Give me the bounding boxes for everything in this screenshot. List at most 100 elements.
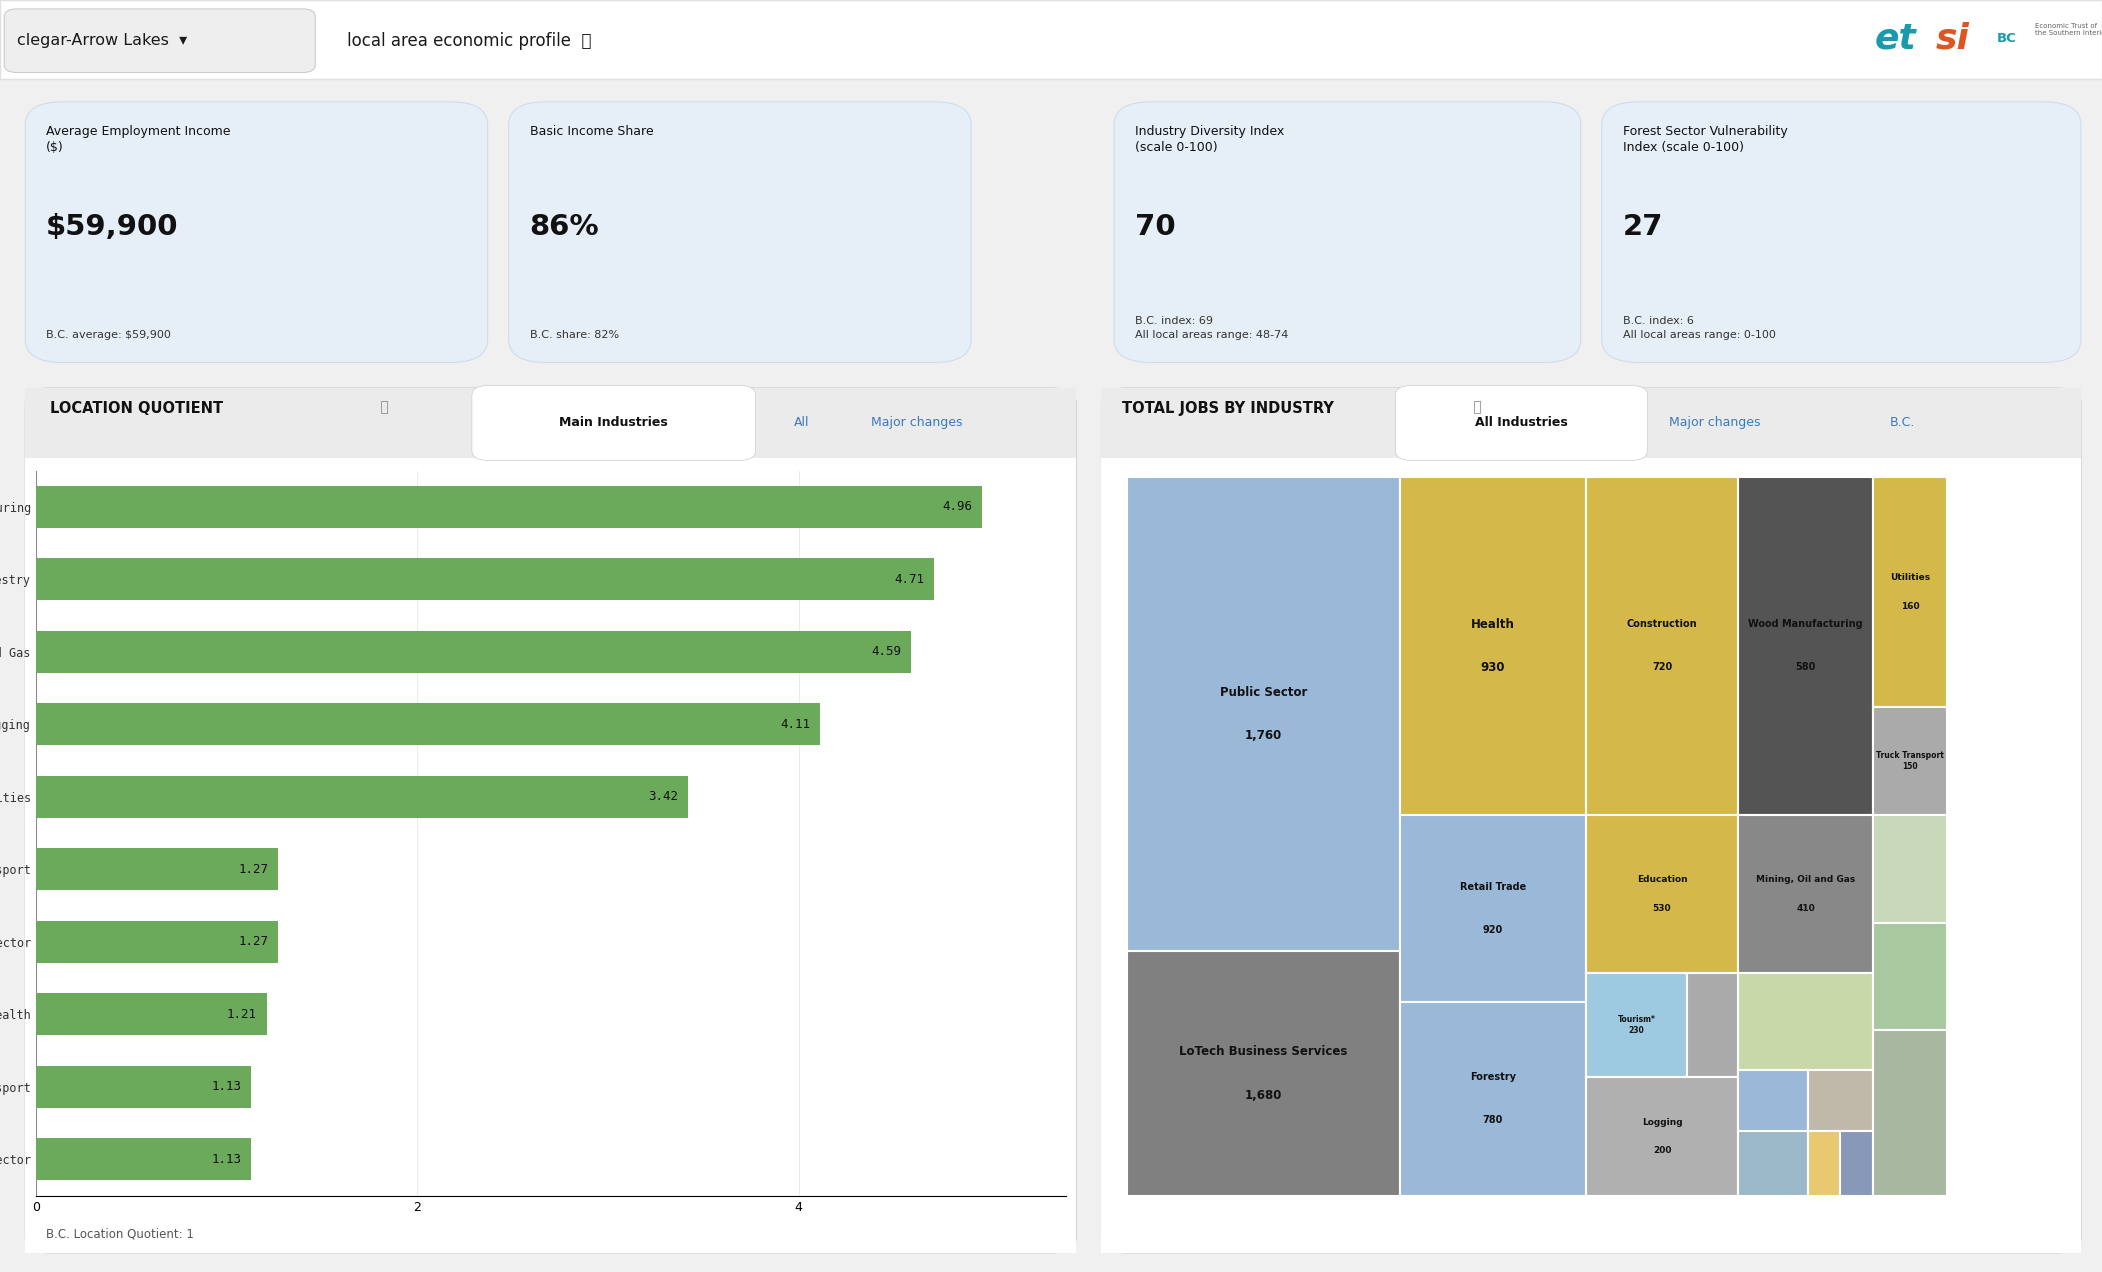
- FancyBboxPatch shape: [1738, 477, 1873, 815]
- Text: et: et: [1875, 22, 1917, 55]
- Text: Forest Sector Vulnerability
Index (scale 0-100): Forest Sector Vulnerability Index (scale…: [1623, 125, 1787, 154]
- Text: 410: 410: [1797, 903, 1814, 913]
- Text: 200: 200: [1652, 1146, 1671, 1155]
- FancyBboxPatch shape: [1808, 1070, 1873, 1131]
- Text: 1,680: 1,680: [1244, 1089, 1282, 1102]
- Text: B.C. index: 69
All local areas range: 48-74: B.C. index: 69 All local areas range: 48…: [1135, 317, 1289, 340]
- Text: 930: 930: [1480, 661, 1505, 674]
- FancyBboxPatch shape: [1400, 815, 1585, 1001]
- Text: 1.13: 1.13: [212, 1080, 242, 1094]
- FancyBboxPatch shape: [1738, 1131, 1808, 1196]
- Text: Public Sector: Public Sector: [1219, 686, 1307, 700]
- Text: ⓘ: ⓘ: [376, 401, 389, 415]
- Text: 1.27: 1.27: [238, 935, 269, 949]
- Text: 580: 580: [1795, 663, 1816, 673]
- FancyBboxPatch shape: [1114, 102, 1581, 363]
- FancyBboxPatch shape: [1400, 1001, 1585, 1196]
- Bar: [36, 1138, 252, 1180]
- FancyBboxPatch shape: [25, 102, 488, 363]
- Bar: [36, 921, 277, 963]
- Text: Utilities: Utilities: [1890, 574, 1930, 583]
- FancyBboxPatch shape: [0, 0, 2102, 79]
- Text: 3.42: 3.42: [650, 790, 679, 804]
- Text: Health: Health: [1471, 618, 1516, 631]
- FancyBboxPatch shape: [1127, 477, 1400, 951]
- Text: ⓘ: ⓘ: [1469, 401, 1482, 415]
- FancyBboxPatch shape: [25, 458, 1076, 1253]
- Text: Education: Education: [1637, 875, 1688, 884]
- Text: 4.96: 4.96: [942, 500, 973, 514]
- FancyBboxPatch shape: [1101, 388, 2081, 1253]
- FancyBboxPatch shape: [1585, 815, 1738, 973]
- Text: Major changes: Major changes: [1669, 416, 1759, 430]
- FancyBboxPatch shape: [1602, 102, 2081, 363]
- Text: All Industries: All Industries: [1476, 416, 1568, 430]
- Text: B.C. share: 82%: B.C. share: 82%: [530, 329, 618, 340]
- Text: 530: 530: [1652, 903, 1671, 913]
- Text: 70: 70: [1135, 212, 1175, 240]
- Bar: [36, 1066, 252, 1108]
- Text: $59,900: $59,900: [46, 212, 179, 240]
- Text: All: All: [795, 416, 809, 430]
- Text: Industry Diversity Index
(scale 0-100): Industry Diversity Index (scale 0-100): [1135, 125, 1284, 154]
- FancyBboxPatch shape: [1873, 477, 1946, 707]
- Text: Construction: Construction: [1627, 619, 1696, 630]
- FancyBboxPatch shape: [4, 9, 315, 73]
- Text: B.C. Location Quotient: 1: B.C. Location Quotient: 1: [46, 1227, 193, 1240]
- FancyBboxPatch shape: [1738, 973, 1873, 1070]
- Text: LoTech Business Services: LoTech Business Services: [1179, 1046, 1347, 1058]
- FancyBboxPatch shape: [1396, 385, 1648, 460]
- FancyBboxPatch shape: [25, 388, 1076, 458]
- Text: clegar-Arrow Lakes  ▾: clegar-Arrow Lakes ▾: [17, 33, 187, 48]
- Text: si: si: [1936, 22, 1970, 55]
- Text: B.C.: B.C.: [1890, 416, 1915, 430]
- Text: 780: 780: [1482, 1116, 1503, 1126]
- FancyBboxPatch shape: [1873, 1030, 1946, 1196]
- Bar: [36, 993, 267, 1035]
- FancyBboxPatch shape: [1400, 477, 1585, 815]
- Text: TOTAL JOBS BY INDUSTRY: TOTAL JOBS BY INDUSTRY: [1122, 401, 1335, 416]
- Text: Truck Transport
150: Truck Transport 150: [1875, 752, 1944, 771]
- FancyBboxPatch shape: [471, 385, 757, 460]
- Text: 4.59: 4.59: [872, 645, 902, 659]
- Text: Average Employment Income
($): Average Employment Income ($): [46, 125, 231, 154]
- Text: Forestry: Forestry: [1469, 1072, 1516, 1082]
- FancyBboxPatch shape: [1127, 951, 1400, 1196]
- Text: LOCATION QUOTIENT: LOCATION QUOTIENT: [50, 401, 223, 416]
- Text: 1.21: 1.21: [227, 1007, 256, 1021]
- Text: Wood Manufacturing: Wood Manufacturing: [1749, 619, 1862, 630]
- FancyBboxPatch shape: [1101, 458, 2081, 1253]
- FancyBboxPatch shape: [1688, 973, 1738, 1077]
- Text: 4.71: 4.71: [895, 572, 925, 586]
- Bar: [36, 703, 820, 745]
- Text: Main Industries: Main Industries: [559, 416, 668, 430]
- FancyBboxPatch shape: [1585, 477, 1738, 815]
- Text: Basic Income Share: Basic Income Share: [530, 125, 654, 137]
- Text: Major changes: Major changes: [872, 416, 963, 430]
- Bar: [36, 631, 912, 673]
- FancyBboxPatch shape: [25, 388, 1076, 1253]
- Bar: [36, 558, 933, 600]
- FancyBboxPatch shape: [1585, 1077, 1738, 1196]
- FancyBboxPatch shape: [1585, 973, 1688, 1077]
- Bar: [36, 776, 687, 818]
- Text: 27: 27: [1623, 212, 1663, 240]
- Text: BC: BC: [1997, 32, 2016, 45]
- Text: Logging: Logging: [1642, 1118, 1682, 1127]
- Text: 86%: 86%: [530, 212, 599, 240]
- Text: local area economic profile  ⓘ: local area economic profile ⓘ: [347, 32, 591, 50]
- Text: 720: 720: [1652, 663, 1671, 673]
- Text: B.C. average: $59,900: B.C. average: $59,900: [46, 329, 170, 340]
- FancyBboxPatch shape: [509, 102, 971, 363]
- Text: 1.13: 1.13: [212, 1152, 242, 1166]
- Text: Tourism*
230: Tourism* 230: [1619, 1015, 1656, 1034]
- Text: 1,760: 1,760: [1244, 729, 1282, 743]
- FancyBboxPatch shape: [1873, 707, 1946, 815]
- FancyBboxPatch shape: [1738, 815, 1873, 973]
- Text: Mining, Oil and Gas: Mining, Oil and Gas: [1755, 875, 1856, 884]
- Bar: [36, 486, 982, 528]
- Text: Economic Trust of
the Southern Interior: Economic Trust of the Southern Interior: [2035, 23, 2102, 36]
- Bar: [36, 848, 277, 890]
- FancyBboxPatch shape: [1873, 922, 1946, 1030]
- Text: 1.27: 1.27: [238, 862, 269, 876]
